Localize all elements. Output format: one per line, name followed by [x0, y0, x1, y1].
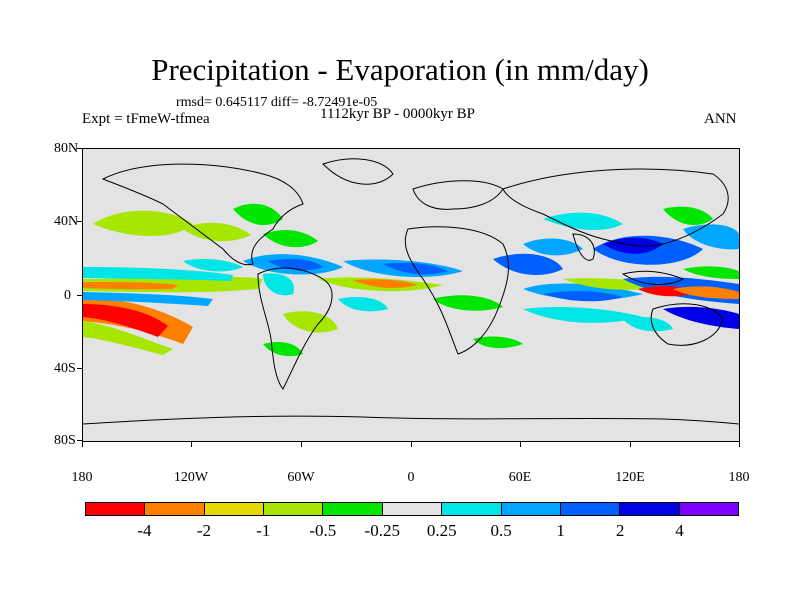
colorbar-swatch — [323, 503, 383, 515]
india-outline — [572, 233, 595, 261]
colorbar-swatch — [620, 503, 680, 515]
map-title: Precipitation - Evaporation (in mm/day) — [151, 52, 649, 87]
colorbar-swatch — [86, 503, 146, 515]
colorbar-label: 0.5 — [490, 521, 512, 540]
x-label-120e: 120E — [615, 470, 645, 485]
antarctica-outline — [83, 415, 739, 425]
colorbar-label: -1 — [256, 521, 271, 540]
x-tick — [191, 442, 192, 447]
y-tick — [77, 221, 82, 222]
y-tick — [77, 295, 82, 296]
x-label-120w: 120W — [173, 470, 209, 485]
colorbar-swatch — [679, 503, 738, 515]
x-tick — [411, 442, 412, 447]
colorbar-swatch — [560, 503, 621, 515]
x-label-60w: 60W — [287, 470, 315, 485]
south-america-outline — [257, 267, 333, 390]
x-tick — [301, 442, 302, 447]
x-tick — [630, 442, 631, 447]
greenland-outline — [322, 158, 394, 185]
y-label-40n: 40N — [54, 214, 79, 229]
pacific-wet-band — [83, 267, 233, 281]
x-label-0: 0 — [407, 470, 415, 485]
x-tick — [520, 442, 521, 447]
map-plot-area — [82, 148, 740, 442]
y-tick — [77, 148, 82, 149]
colorbar-swatch — [442, 503, 502, 515]
x-label-60e: 60E — [508, 470, 532, 485]
colorbar-label: -0.5 — [309, 521, 337, 540]
australia-outline — [650, 303, 724, 346]
colorbar — [85, 502, 739, 516]
maritime-continent-outline — [621, 270, 685, 285]
y-tick — [77, 440, 82, 441]
x-tick — [739, 442, 740, 447]
colorbar-label: 0.25 — [426, 521, 457, 540]
colorbar-swatch — [204, 503, 265, 515]
europe-outline — [412, 180, 504, 210]
colorbar-label: -4 — [137, 521, 152, 540]
colorbar-swatch — [382, 503, 443, 515]
season-label: ANN — [704, 111, 737, 127]
y-tick — [77, 368, 82, 369]
asia-outline — [502, 168, 729, 247]
colorbar-swatch — [145, 503, 205, 515]
precip-evap-map — [83, 158, 739, 425]
colorbar-swatch — [264, 503, 324, 515]
x-label-180e: 180 — [728, 470, 750, 485]
colorbar-label: 4 — [675, 521, 684, 540]
north-america-outline — [101, 163, 304, 266]
y-label-0: 0 — [64, 288, 71, 303]
colorbar-label: -2 — [196, 521, 211, 540]
x-tick — [82, 442, 83, 447]
x-label-180w: 180 — [71, 470, 93, 485]
colorbar-label: -0.25 — [364, 521, 400, 540]
continent-outlines — [83, 158, 739, 425]
period-text: 1112kyr BP - 0000kyr BP — [320, 106, 476, 122]
experiment-label: Expt = tFmeW-tfmea — [82, 111, 210, 127]
stats-text: rmsd= 0.645117 diff= -8.72491e-05 — [176, 95, 378, 110]
africa-outline — [404, 226, 509, 355]
y-label-80s: 80S — [54, 433, 76, 448]
colorbar-label: 1 — [556, 521, 565, 540]
colorbar-swatch — [501, 503, 561, 515]
y-label-40s: 40S — [54, 361, 76, 376]
y-label-80n: 80N — [54, 141, 79, 156]
anomaly-fields — [83, 203, 739, 357]
colorbar-label: 2 — [615, 521, 625, 540]
